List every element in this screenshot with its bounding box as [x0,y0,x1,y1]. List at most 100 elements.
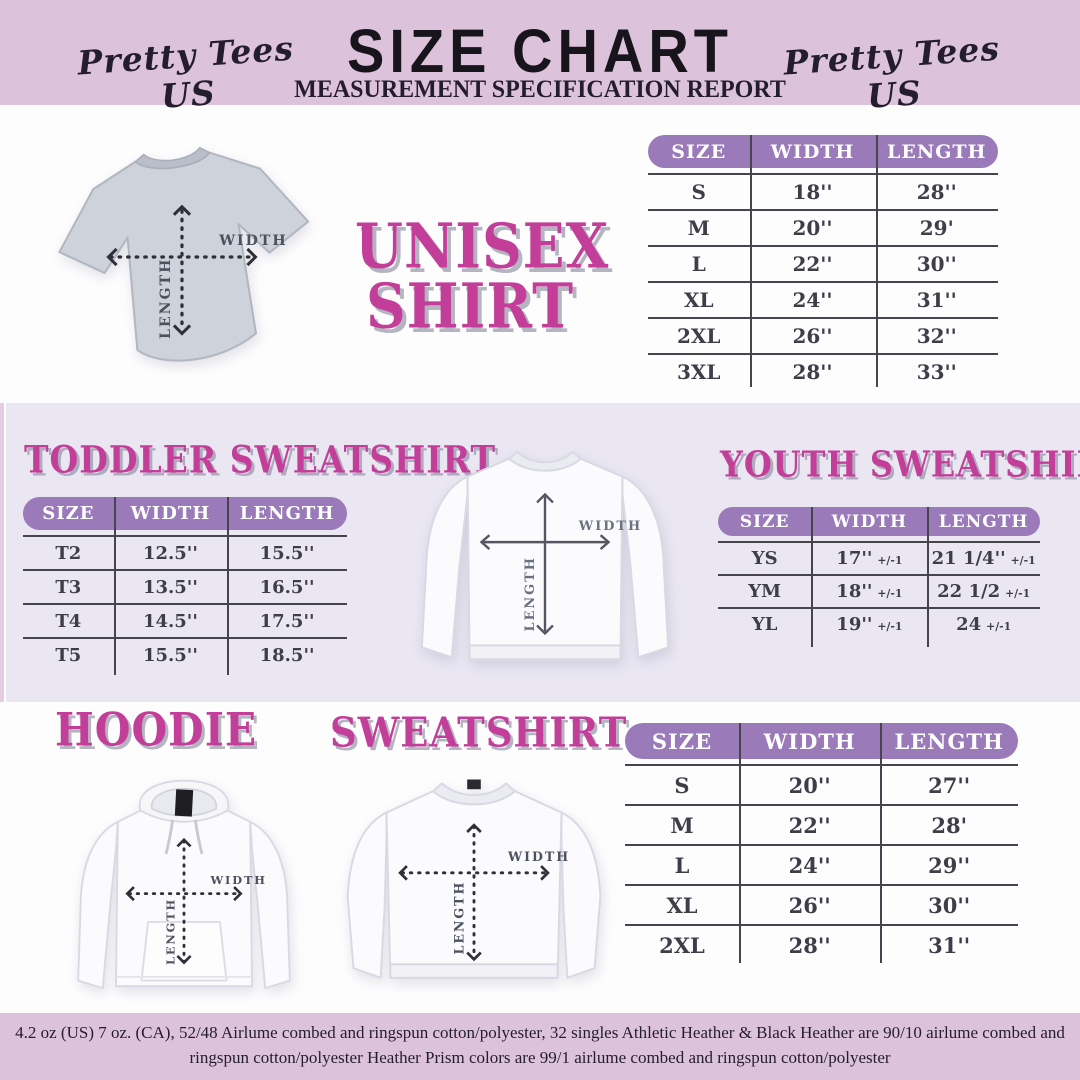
column-header-size: SIZE [651,728,713,754]
table-body: YS 17'' +/-1 21 1/4'' +/-1 YM 18'' +/-1 22 1/2 +/… [718,541,1040,640]
table-row: L 22'' 30'' [648,247,998,283]
table-cell: 26'' [788,892,831,918]
table-cell: 28'' [792,360,833,384]
column-divider [811,507,814,647]
table-cell: 32'' [916,324,957,348]
table-row: M 20'' 29' [648,211,998,247]
youth-size-table: SIZE WIDTH LENGTH YS 17'' +/-1 21 1/4'' +/-1 YM 1… [718,507,1040,647]
table-row: 2XL 28'' 31'' [625,926,1018,964]
table-cell: 26'' [792,324,833,348]
column-header-length: LENGTH [938,511,1029,532]
column-divider [113,497,116,675]
table-row: S 20'' 27'' [625,766,1018,806]
table-body: S 20'' 27'' M 22'' 28' L 24'' 29'' XL 26'' 30'' 2XL 2… [625,764,1018,964]
table-cell: 18'' +/-1 [836,581,903,602]
footer-line2: ringspun cotton/polyester Heather Prism … [189,1048,891,1067]
table-cell: M [687,216,710,240]
table-cell: 19'' +/-1 [836,614,903,635]
column-header-length: LENGTH [886,140,987,163]
footer-band [0,1013,1080,1080]
unisex-title-line1: UNISEX [355,209,610,282]
page-subtitle: MEASUREMENT SPECIFICATION REPORT [294,76,786,103]
length-label: LENGTH [523,556,538,631]
table-cell: YS [751,548,778,569]
sweatshirt-image: WIDTH LENGTH [346,779,602,979]
youth-sweatshirt-title: YOUTH SWEATSHIRT [720,442,1080,486]
table-cell: 2XL [659,932,705,958]
table-cell: T4 [55,610,82,632]
width-label: WIDTH [578,519,642,534]
column-divider [227,497,230,675]
table-cell: YL [751,614,778,635]
table-cell: 28'' [916,180,957,204]
column-divider [875,135,878,387]
table-cell: 22 1/2 +/-1 [937,581,1031,602]
table-cell: 21 1/4'' +/-1 [931,548,1036,569]
table-cell: XL [666,892,698,918]
neck-tag [467,779,481,790]
table-cell: 29'' [928,852,971,878]
table-row: XL 24'' 31'' [648,283,998,319]
column-divider [927,507,930,647]
table-cell: 24'' [792,288,833,312]
table-row: M 22'' 28' [625,806,1018,846]
column-header-length: LENGTH [239,503,335,524]
table-cell: 20'' [792,216,833,240]
tshirt-graphic [58,146,310,362]
table-cell: S [674,772,690,798]
table-cell: 22'' [788,812,831,838]
table-cell: L [674,852,690,878]
column-header-width: WIDTH [130,503,211,524]
unisex-shirt-title: UNISEX SHIRT [355,212,608,339]
column-divider [880,723,883,963]
table-header-row: SIZE WIDTH LENGTH [648,135,998,168]
table-cell: YM [748,581,782,602]
column-divider [738,723,741,963]
footer-line1: 4.2 oz (US) 7 oz. (CA), 52/48 Airlume co… [15,1023,1065,1042]
table-cell: 12.5'' [142,542,198,564]
table-cell: 27'' [928,772,971,798]
table-row: XL 26'' 30'' [625,886,1018,926]
table-row: YL 19'' +/-1 24 +/-1 [718,609,1040,640]
table-cell: 33'' [916,360,957,384]
table-row: YS 17'' +/-1 21 1/4'' +/-1 [718,543,1040,576]
table-cell: 16.5'' [259,576,315,598]
width-label: WIDTH [507,849,570,864]
table-cell: 22'' [792,252,833,276]
table-row: T2 12.5'' 15.5'' [23,537,347,571]
table-header-row: SIZE WIDTH LENGTH [23,497,347,530]
table-body: S 18'' 28'' M 20'' 29' L 22'' 30'' XL 24'' 31'' 2XL 2… [648,173,998,389]
table-cell: L [691,252,706,276]
unisex-shirt-image: WIDTH LENGTH [58,146,310,362]
column-header-size: SIZE [42,503,95,524]
toddler-sweatshirt-image: WIDTH LENGTH [420,450,670,661]
table-cell: 30'' [916,252,957,276]
table-cell: T5 [55,644,82,666]
measure-arrows [125,837,243,965]
page-title: SIZE CHART [347,15,733,86]
measure-arrows [398,823,550,962]
length-label: LENGTH [158,258,174,339]
table-cell: T3 [55,576,82,598]
table-cell: 2XL [677,324,721,348]
column-header-size: SIZE [739,511,790,532]
column-header-width: WIDTH [763,728,856,754]
table-header-row: SIZE WIDTH LENGTH [718,507,1040,536]
table-row: 3XL 28'' 33'' [648,355,998,389]
sweatshirt-graphic [346,782,602,979]
measure-arrows [106,204,258,336]
length-label: LENGTH [451,881,466,955]
table-cell: 17.5'' [259,610,315,632]
hoodie-title: HOODIE [55,703,258,757]
sweatshirt-title: SWEATSHIRT [330,707,628,757]
table-cell: 28'' [788,932,831,958]
toddler-sweatshirt-title: TODDLER SWEATSHIRT [24,437,497,482]
unisex-size-table: SIZE WIDTH LENGTH S 18'' 28'' M 20'' 29' L 22'' 30'… [648,135,998,387]
table-cell: 31'' [928,932,971,958]
column-header-size: SIZE [671,140,727,163]
hoodie-image: WIDTH LENGTH [77,779,291,990]
table-cell: T2 [55,542,82,564]
table-row: T3 13.5'' 16.5'' [23,571,347,605]
table-cell: 24 +/-1 [956,614,1012,635]
